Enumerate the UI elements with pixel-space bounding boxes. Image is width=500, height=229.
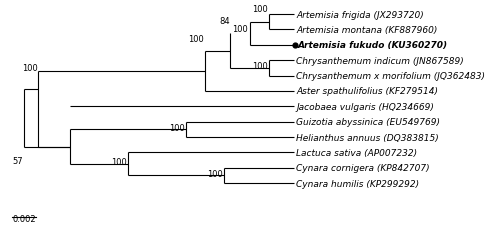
Text: 100: 100 [232,25,248,34]
Text: 100: 100 [112,158,127,167]
Text: Aster spathulifolius (KF279514): Aster spathulifolius (KF279514) [296,87,438,96]
Text: 100: 100 [169,123,185,132]
Text: Cynara cornigera (KP842707): Cynara cornigera (KP842707) [296,164,430,173]
Text: Chrysanthemum x morifolium (JQ362483): Chrysanthemum x morifolium (JQ362483) [296,72,485,81]
Text: Guizotia abyssinica (EU549769): Guizotia abyssinica (EU549769) [296,118,440,127]
Text: Artemisia fukudo (KU360270): Artemisia fukudo (KU360270) [298,41,448,50]
Text: Lactuca sativa (AP007232): Lactuca sativa (AP007232) [296,148,417,157]
Text: Artemisia frigida (JX293720): Artemisia frigida (JX293720) [296,11,424,19]
Text: 100: 100 [188,35,204,44]
Text: 100: 100 [22,64,38,73]
Text: 100: 100 [208,169,224,178]
Text: 0.002: 0.002 [12,214,36,223]
Text: Helianthus annuus (DQ383815): Helianthus annuus (DQ383815) [296,133,439,142]
Text: Cynara humilis (KP299292): Cynara humilis (KP299292) [296,179,419,188]
Text: Jacobaea vulgaris (HQ234669): Jacobaea vulgaris (HQ234669) [296,102,434,111]
Text: Artemisia montana (KF887960): Artemisia montana (KF887960) [296,26,438,35]
Text: 84: 84 [219,17,230,26]
Text: 57: 57 [12,156,22,165]
Text: 100: 100 [252,5,268,14]
Text: Chrysanthemum indicum (JN867589): Chrysanthemum indicum (JN867589) [296,56,464,65]
Text: 100: 100 [252,62,268,71]
